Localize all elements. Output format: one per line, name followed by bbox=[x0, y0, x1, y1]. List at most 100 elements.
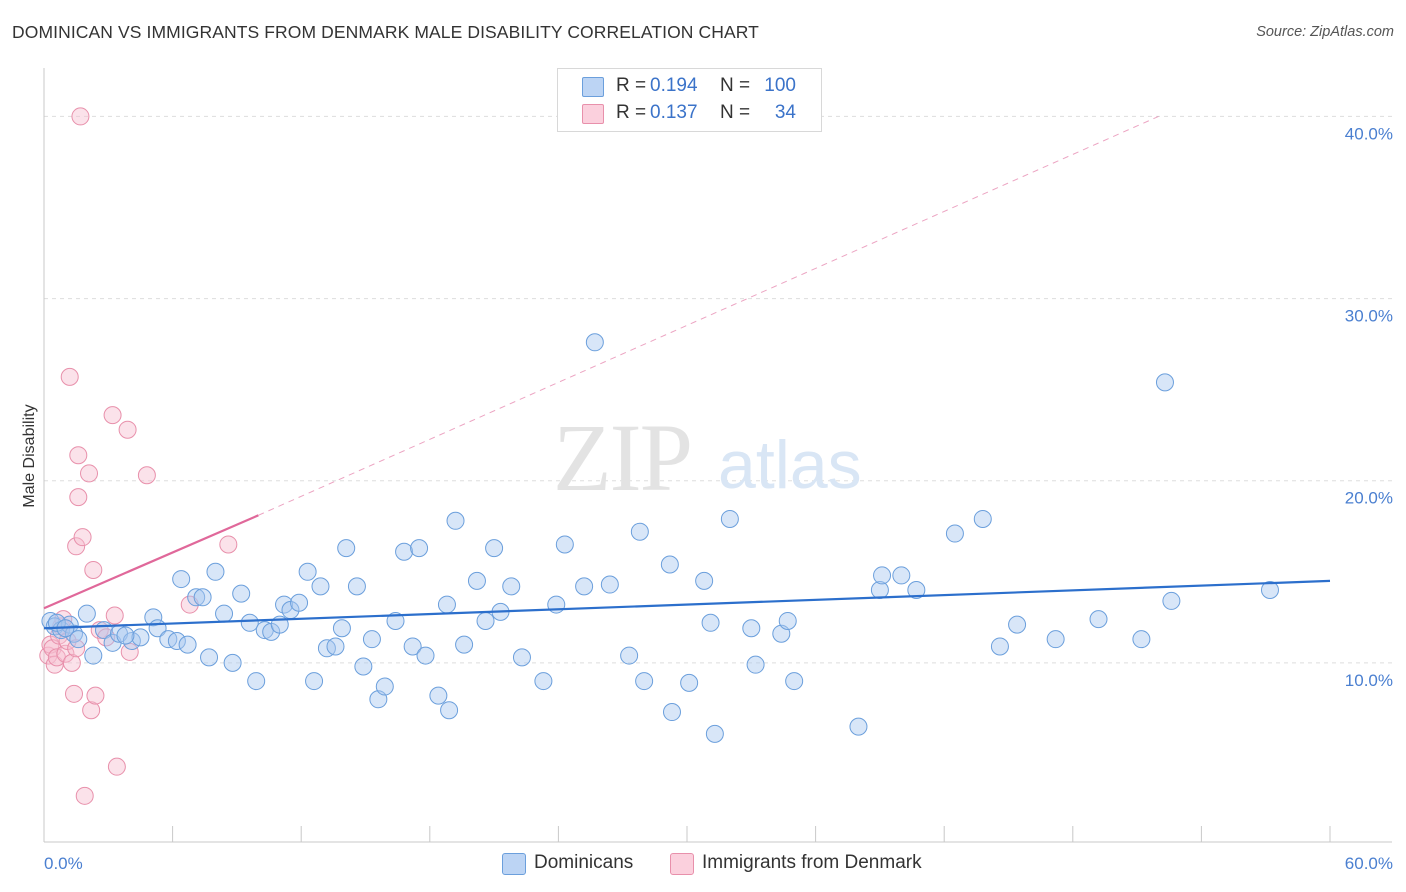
data-point-dominicans bbox=[200, 648, 219, 667]
data-point-dominicans bbox=[116, 626, 135, 645]
watermark-atlas: atlas bbox=[718, 427, 862, 503]
y-tick-label: 30.0% bbox=[1345, 307, 1393, 326]
data-point-denmark bbox=[65, 684, 84, 703]
data-point-dominicans bbox=[193, 588, 212, 607]
data-point-dominicans bbox=[660, 555, 679, 574]
axes bbox=[43, 68, 1392, 843]
legend-n-label: N = bbox=[720, 75, 751, 96]
data-point-dominicans bbox=[240, 613, 259, 632]
y-axis-label: Male Disability bbox=[21, 404, 38, 507]
bottom-legend-label: Dominicans bbox=[534, 852, 634, 873]
data-point-dominicans bbox=[1155, 373, 1174, 392]
data-point-dominicans bbox=[77, 604, 96, 623]
data-point-dominicans bbox=[69, 630, 88, 649]
data-point-dominicans bbox=[305, 672, 324, 691]
data-point-dominicans bbox=[512, 648, 531, 667]
data-point-dominicans bbox=[1008, 615, 1027, 634]
data-point-dominicans bbox=[534, 672, 553, 691]
data-point-dominicans bbox=[429, 686, 448, 705]
data-point-dominicans bbox=[172, 570, 191, 589]
legend: R = 0.194 N = 100 R = 0.137 N = 34 bbox=[557, 68, 822, 132]
data-point-dominicans bbox=[347, 577, 366, 596]
legend-n-label: N = bbox=[720, 102, 751, 123]
legend-r-value: 0.194 bbox=[650, 75, 698, 96]
data-point-dominicans bbox=[410, 539, 429, 558]
data-point-dominicans bbox=[332, 619, 351, 638]
x-tick-label-max: 60.0% bbox=[1345, 854, 1393, 873]
data-point-dominicans bbox=[354, 657, 373, 676]
data-point-dominicans bbox=[403, 637, 422, 656]
data-point-denmark bbox=[103, 406, 122, 425]
legend-row-dominicans: R = 0.194 N = 100 bbox=[558, 74, 821, 100]
data-point-dominicans bbox=[742, 619, 761, 638]
x-tick-label-min: 0.0% bbox=[44, 854, 83, 873]
grid-lines bbox=[44, 115, 1392, 664]
data-point-dominicans bbox=[705, 724, 724, 743]
legend-row-denmark: R = 0.137 N = 34 bbox=[558, 101, 821, 127]
data-point-dominicans bbox=[362, 630, 381, 649]
data-point-denmark bbox=[71, 107, 90, 126]
data-point-dominicans bbox=[311, 577, 330, 596]
data-point-dominicans bbox=[446, 511, 465, 530]
data-point-dominicans bbox=[455, 635, 474, 654]
data-point-dominicans bbox=[555, 535, 574, 554]
data-point-denmark bbox=[60, 367, 79, 386]
y-tick-label: 40.0% bbox=[1345, 124, 1393, 143]
trendline-dominicans bbox=[43, 579, 1331, 630]
data-point-dominicans bbox=[1089, 610, 1108, 629]
data-point-dominicans bbox=[178, 635, 197, 654]
data-point-dominicans bbox=[746, 655, 765, 674]
data-point-dominicans bbox=[778, 611, 797, 630]
legend-swatch-blue bbox=[582, 77, 604, 97]
data-point-dominicans bbox=[326, 637, 345, 656]
legend-n-value: 100 bbox=[764, 75, 796, 96]
data-point-dominicans bbox=[144, 608, 163, 627]
bottom-legend-swatch-pink bbox=[670, 853, 694, 875]
data-point-dominicans bbox=[247, 672, 266, 691]
data-point-dominicans bbox=[695, 571, 714, 590]
data-point-dominicans bbox=[1260, 581, 1279, 599]
data-point-dominicans bbox=[635, 672, 654, 691]
data-point-dominicans bbox=[945, 524, 964, 543]
data-point-dominicans bbox=[337, 539, 356, 558]
data-point-dominicans bbox=[223, 653, 242, 672]
data-point-denmark bbox=[107, 757, 126, 776]
data-point-dominicans bbox=[290, 593, 309, 612]
trend-lines bbox=[43, 115, 1331, 630]
data-point-dominicans bbox=[416, 646, 435, 665]
data-point-dominicans bbox=[1046, 630, 1065, 649]
data-point-dominicans bbox=[167, 632, 186, 650]
legend-swatch-pink bbox=[582, 104, 604, 124]
source-label: Source: ZipAtlas.com bbox=[1256, 24, 1394, 40]
data-point-dominicans bbox=[298, 562, 317, 581]
data-point-denmark bbox=[118, 420, 137, 439]
data-point-dominicans bbox=[375, 677, 394, 696]
y-tick-labels: 10.0% 20.0% 30.0% 40.0% bbox=[1345, 124, 1393, 689]
data-point-dominicans bbox=[620, 646, 639, 665]
data-point-dominicans bbox=[973, 509, 992, 528]
trendline-denmark bbox=[43, 514, 259, 610]
data-point-dominicans bbox=[873, 566, 892, 585]
data-point-dominicans bbox=[785, 672, 804, 691]
data-point-dominicans bbox=[386, 611, 405, 630]
data-point-dominicans bbox=[206, 562, 225, 581]
data-point-denmark bbox=[62, 653, 81, 672]
y-tick-label: 20.0% bbox=[1345, 489, 1393, 508]
data-point-denmark bbox=[82, 701, 101, 720]
chart-title: DOMINICAN VS IMMIGRANTS FROM DENMARK MAL… bbox=[12, 22, 759, 42]
legend-r-label: R = bbox=[616, 102, 647, 123]
data-point-denmark bbox=[67, 537, 86, 556]
data-point-dominicans bbox=[187, 588, 206, 607]
data-point-dominicans bbox=[485, 539, 504, 558]
series-immigrants-from-denmark bbox=[39, 107, 238, 805]
x-axis-ticks bbox=[43, 826, 1331, 842]
data-point-denmark bbox=[137, 466, 156, 485]
data-point-denmark bbox=[84, 560, 103, 579]
data-point-dominicans bbox=[585, 333, 604, 352]
data-point-dominicans bbox=[662, 703, 681, 722]
data-point-denmark bbox=[73, 528, 92, 547]
data-point-dominicans bbox=[1162, 591, 1181, 610]
data-point-dominicans bbox=[600, 575, 619, 594]
data-point-dominicans bbox=[232, 584, 251, 603]
